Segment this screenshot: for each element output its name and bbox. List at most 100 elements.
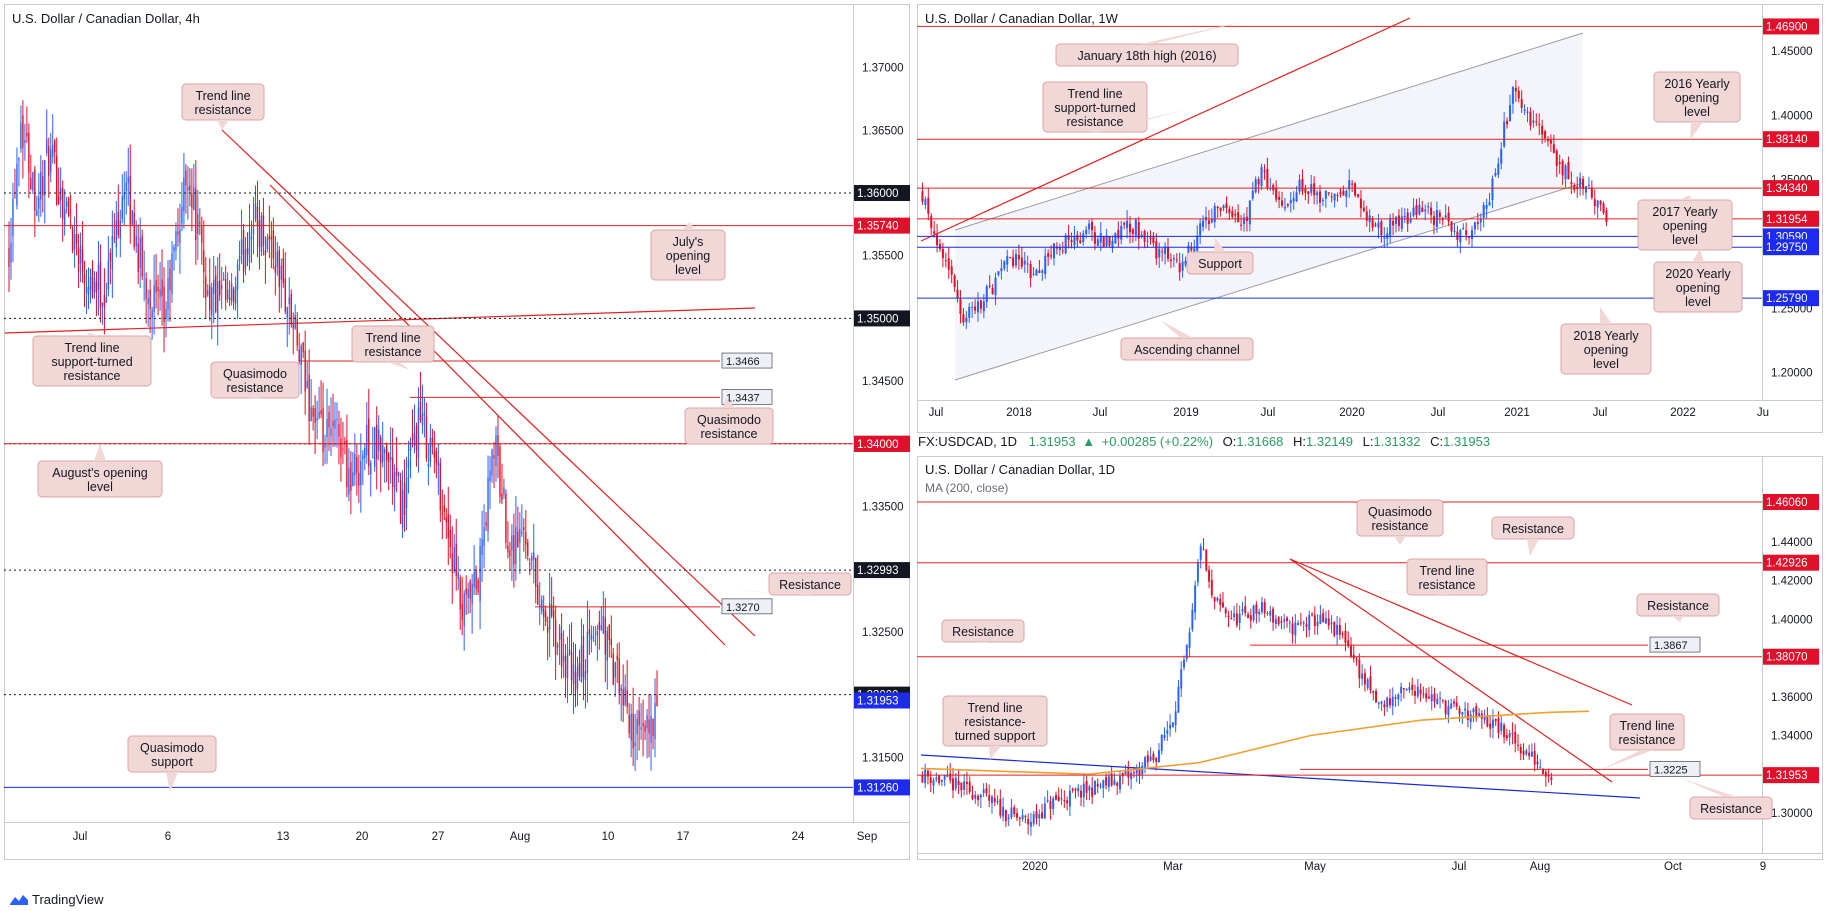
w1-candle-body bbox=[1421, 207, 1424, 213]
h4-level-tag-box bbox=[854, 435, 910, 452]
h4-candle-body bbox=[24, 139, 26, 143]
w1-candle-body bbox=[1134, 219, 1137, 236]
d1-candle-body bbox=[1544, 771, 1547, 777]
w1-candle-body bbox=[1377, 222, 1380, 228]
d1-candle-body bbox=[990, 796, 993, 804]
d1-candle-body bbox=[1074, 788, 1077, 791]
d1-candle-body bbox=[1519, 747, 1522, 754]
brand-name[interactable]: TradingView bbox=[32, 892, 104, 907]
h4-candle-body bbox=[415, 425, 418, 450]
w1-candle-body bbox=[1316, 192, 1319, 196]
d1-candle-body bbox=[957, 780, 960, 785]
h4-level-tag-box bbox=[721, 598, 773, 615]
d1-x-tick-label: 2020 bbox=[1022, 861, 1048, 873]
w1-candle-body bbox=[1441, 219, 1444, 221]
h4-candle-body bbox=[465, 588, 467, 595]
h4-candle-body bbox=[121, 196, 123, 220]
h4-callout-pointer bbox=[730, 590, 816, 595]
w1-candle-body bbox=[1529, 111, 1532, 126]
d1-candle-body bbox=[1542, 768, 1545, 774]
w1-candle-body bbox=[1123, 222, 1126, 225]
h4-candle-body bbox=[437, 460, 440, 466]
h4-candle-body bbox=[459, 577, 461, 610]
d1-candle-body bbox=[1029, 821, 1032, 827]
d1-candle-body bbox=[1355, 659, 1358, 661]
w1-candle-body bbox=[1061, 250, 1064, 252]
h4-candle-body bbox=[572, 664, 575, 685]
d1-candle-body bbox=[1116, 782, 1119, 787]
d1-candle-body bbox=[1305, 624, 1308, 627]
h4-candle-body bbox=[348, 468, 350, 495]
d1-candle-body bbox=[1063, 800, 1066, 802]
w1-candle-body bbox=[1374, 224, 1377, 226]
h4-candle-body bbox=[153, 285, 155, 312]
w1-candle-body bbox=[1044, 255, 1047, 275]
h4-candle-body bbox=[608, 624, 610, 641]
h4-candle-body bbox=[389, 456, 392, 461]
d1-candle-body bbox=[1402, 687, 1405, 690]
d1-candle-body bbox=[1439, 697, 1442, 699]
h4-callout-label: resistance bbox=[64, 369, 121, 383]
d1-candle-body bbox=[1255, 604, 1258, 614]
d1-candle-body bbox=[1366, 679, 1369, 688]
d1-level-tag-box bbox=[1649, 760, 1701, 777]
h4-candle-body bbox=[46, 139, 48, 154]
d1-trend-line-support bbox=[920, 754, 1641, 799]
w1-candle-body bbox=[1506, 120, 1509, 125]
h4-candle-body bbox=[413, 434, 416, 446]
d1-candle-body bbox=[1533, 751, 1536, 765]
h4-candle-body bbox=[129, 175, 131, 225]
w1-candle-body bbox=[1234, 213, 1237, 216]
h4-callout-label: support-turned bbox=[51, 355, 132, 369]
h4-candle-body bbox=[79, 245, 82, 264]
d1-candle-body bbox=[943, 775, 946, 780]
d1-last-price: 1.31953 bbox=[1029, 434, 1076, 449]
h4-candle-body bbox=[580, 645, 583, 683]
w1-candle-body bbox=[1111, 240, 1114, 249]
h4-candle-body bbox=[169, 268, 171, 291]
h4-candle-body bbox=[20, 123, 22, 150]
tradingview-logo-icon[interactable] bbox=[8, 892, 30, 908]
h4-candle-body bbox=[576, 666, 579, 689]
d1-candle-body bbox=[971, 794, 974, 800]
d1-candle-body bbox=[1478, 713, 1481, 717]
d1-low: 1.31332 bbox=[1373, 434, 1420, 449]
d1-candle-body bbox=[1522, 750, 1525, 755]
d1-low-label: L: bbox=[1363, 434, 1374, 449]
w1-candle-body bbox=[1488, 202, 1491, 206]
d1-candle-body bbox=[949, 773, 952, 781]
w1-candle-body bbox=[1207, 220, 1210, 225]
d1-candle-body bbox=[952, 778, 954, 791]
h4-candle-body bbox=[652, 718, 654, 737]
w1-candle-body bbox=[982, 301, 985, 312]
d1-candle-body bbox=[1119, 776, 1121, 790]
d1-y-tick-label: 1.44000 bbox=[1771, 537, 1813, 549]
h4-candle-body bbox=[552, 610, 555, 619]
d1-candle-body bbox=[1333, 622, 1336, 636]
h4-candle-body bbox=[191, 193, 193, 208]
w1-candle-body bbox=[1146, 240, 1149, 242]
w1-candle-body bbox=[1579, 177, 1582, 188]
w1-level-tag-box bbox=[1763, 210, 1819, 227]
h4-candle-body bbox=[230, 283, 233, 301]
d1-candle-body bbox=[1216, 598, 1219, 601]
h4-candle-body bbox=[159, 289, 161, 298]
d1-candle-body bbox=[1082, 783, 1085, 798]
h4-candle-body bbox=[646, 715, 648, 729]
d1-callout-label: Resistance bbox=[952, 625, 1014, 639]
w1-candle-body bbox=[988, 285, 991, 287]
w1-candle-body bbox=[1371, 218, 1374, 228]
w1-candle-body bbox=[1178, 263, 1181, 273]
h4-candle-body bbox=[521, 531, 523, 534]
h4-candle-body bbox=[366, 424, 368, 456]
d1-candle-body bbox=[1461, 712, 1464, 715]
d1-candle-body bbox=[1152, 753, 1155, 761]
h4-candle-body bbox=[626, 690, 628, 708]
h4-candle-body bbox=[435, 450, 438, 463]
h4-candle-body bbox=[117, 212, 120, 236]
d1-close-label: C: bbox=[1430, 434, 1443, 449]
h4-candle-body bbox=[630, 713, 632, 741]
h4-candle-body bbox=[356, 456, 358, 473]
d1-candle-body bbox=[1102, 779, 1105, 789]
h4-candle-body bbox=[50, 149, 52, 172]
